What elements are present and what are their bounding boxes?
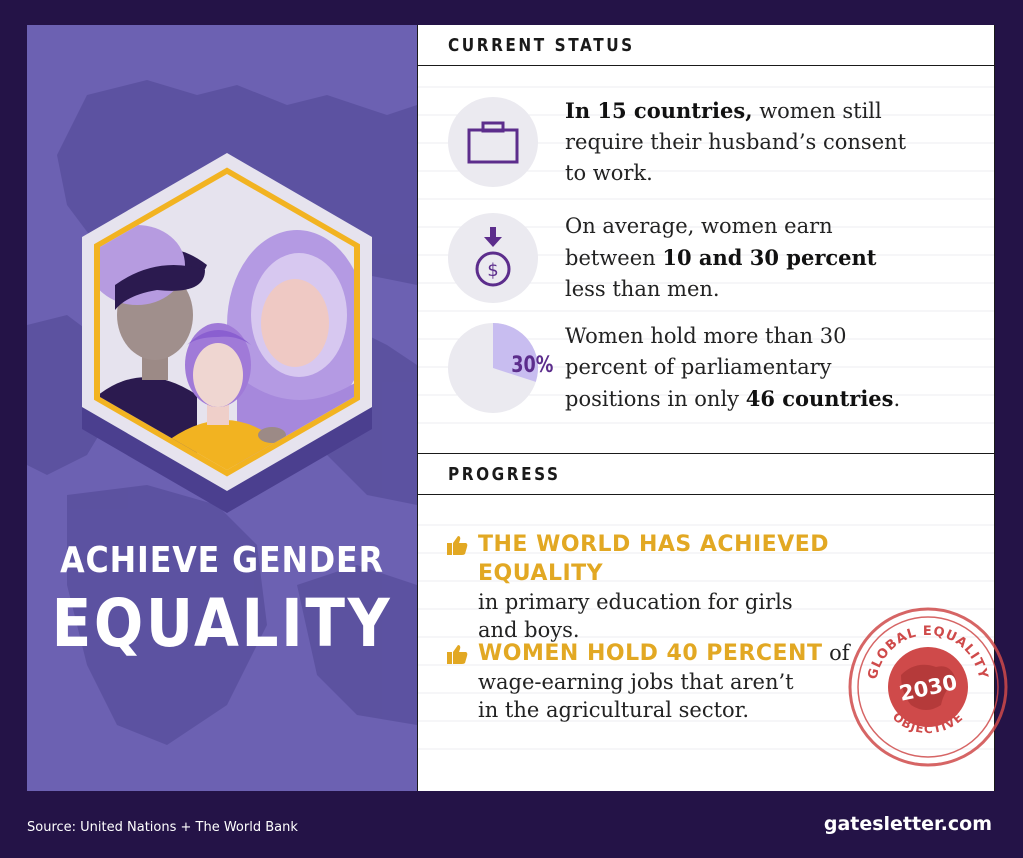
progress-text-part: wage-earning jobs that aren’t: [478, 670, 794, 694]
ruled-lines: [418, 86, 994, 750]
stat-text-part: between: [565, 246, 663, 270]
source-credit: Source: United Nations + The World Bank: [27, 820, 298, 835]
progress-text-part: in primary education for girls: [478, 590, 793, 614]
dollar-down-icon: $: [475, 227, 511, 287]
stat-text-part: to work.: [565, 161, 653, 185]
progress-text-part: of: [822, 641, 850, 665]
stat-bold-text: 46 countries: [745, 386, 894, 411]
stat-text-part: require their husband’s consent: [565, 130, 907, 154]
stat-text-part: Women hold more than 30: [565, 324, 847, 348]
progress-header: PROGRESS: [418, 453, 994, 495]
stat-bold-text: 10 and 30 percent: [662, 245, 877, 270]
progress-text-part: and boys.: [478, 618, 580, 642]
women-illustration: [82, 153, 372, 513]
stat-text-part: positions in only: [565, 387, 746, 411]
stat-text: On average, women earn between 10 and 30…: [565, 211, 965, 305]
stat-text: Women hold more than 30 percent of parli…: [565, 321, 965, 415]
thumbs-up-icon: [447, 536, 468, 555]
stat-icon-circle: 30%: [448, 323, 553, 413]
stat-text-part: percent of parliamentary: [565, 355, 832, 379]
stat-text-part: women still: [752, 99, 882, 123]
pie-slice: [493, 323, 539, 382]
site-link[interactable]: gatesletter.com: [823, 813, 992, 835]
goal-panel: ACHIEVE GENDER EQUALITY: [27, 25, 417, 791]
global-equality-stamp: GLOBAL EQUALITY OBJECTIVE 2030: [848, 607, 1008, 767]
stat-bold-text: In 15 countries,: [565, 98, 753, 123]
stat-icon-circle: $: [448, 213, 538, 303]
progress-highlight: THE WORLD HAS ACHIEVED EQUALITY: [478, 532, 830, 586]
thumbs-up-icon: [447, 645, 468, 664]
goal-title-line1: ACHIEVE GENDER: [60, 540, 384, 581]
progress-text-part: in the agricultural sector.: [478, 698, 750, 722]
current-status-title: CURRENT STATUS: [448, 35, 635, 56]
current-status-header: CURRENT STATUS: [418, 25, 994, 66]
pie-chart: [493, 323, 539, 382]
progress-title: PROGRESS: [448, 464, 561, 485]
progress-text: THE WORLD HAS ACHIEVED EQUALITY in prima…: [478, 530, 858, 644]
svg-text:$: $: [487, 260, 498, 281]
progress-highlight: WOMEN HOLD 40 PERCENT: [478, 641, 823, 666]
stat-text: In 15 countries, women still require the…: [565, 95, 965, 189]
stat-icon-circle: [448, 97, 538, 187]
progress-text: WOMEN HOLD 40 PERCENT of wage-earning jo…: [478, 639, 858, 724]
info-panel: CURRENT STATUS In 15 countries, women st…: [417, 25, 1008, 791]
goal-title-line2: EQUALITY: [51, 585, 393, 662]
stat-text-part: less than men.: [565, 277, 720, 301]
stat-text-part: On average, women earn: [565, 214, 833, 238]
percent-label: 30%: [511, 353, 554, 378]
briefcase-icon: [467, 121, 519, 164]
stat-text-part: .: [893, 387, 901, 411]
